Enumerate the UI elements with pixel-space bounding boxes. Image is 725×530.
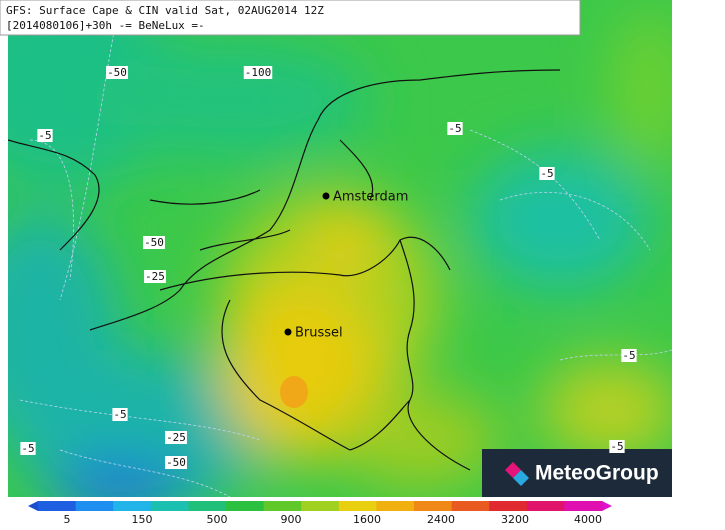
contour-label: -5	[610, 440, 623, 453]
city-label: Brussel	[295, 326, 343, 341]
colorbar-tick-label: 3200	[501, 513, 529, 526]
contour-label: -50	[107, 66, 127, 79]
colorbar-tick-label: 4000	[574, 513, 602, 526]
contour-label: -25	[145, 270, 165, 283]
contour-label-bg	[112, 408, 128, 421]
colorbar-segment	[301, 501, 340, 511]
contour-label-bg	[609, 440, 625, 453]
colorbar-tick-label: 1600	[353, 513, 381, 526]
logo-box: MeteoGroup	[482, 449, 672, 497]
colorbar-segment	[38, 501, 77, 511]
contour-label: -5	[113, 408, 126, 421]
colorbar-segment	[113, 501, 152, 511]
contour-label-bg	[20, 442, 36, 455]
contour-label: -50	[144, 236, 164, 249]
contour-label: -25	[166, 431, 186, 444]
contour-label-bg	[165, 456, 187, 469]
contour-label-bg	[37, 129, 53, 142]
city-dot	[322, 192, 330, 200]
logo-text: MeteoGroup	[535, 462, 659, 485]
colorbar-tick-label: 2400	[427, 513, 455, 526]
contour-label-bg	[144, 270, 166, 283]
header-line: [2014080106]+30h -= BeNeLux =-	[6, 19, 205, 32]
contour-label-bg	[539, 167, 555, 180]
header-line: GFS: Surface Cape & CIN valid Sat, 02AUG…	[6, 4, 324, 17]
contour-label: -5	[448, 122, 461, 135]
contour-label-bg	[621, 349, 637, 362]
colorbar-tick-label: 900	[281, 513, 302, 526]
city-dot	[284, 328, 292, 336]
colorbar-segment	[338, 501, 377, 511]
colorbar-segment	[564, 501, 603, 511]
colorbar-segment	[226, 501, 265, 511]
contour-label-bg	[143, 236, 165, 249]
colorbar-segment	[489, 501, 528, 511]
contour-label: -5	[540, 167, 553, 180]
colorbar-segment	[188, 501, 227, 511]
colorbar-segment	[150, 501, 189, 511]
colorbar-tick-label: 150	[132, 513, 153, 526]
colorbar-arrow	[602, 501, 612, 511]
contour-label: -100	[245, 66, 272, 79]
colorbar-segment	[263, 501, 302, 511]
colorbar-tick-label: 5	[64, 513, 71, 526]
contour-label-bg	[165, 431, 187, 444]
overlay: -50 -100 -5 -5 -5 -50 -25 -5 -5 -25 -50 -5 -5 Amsterd…	[20, 66, 637, 526]
city-label: Amsterdam	[333, 190, 408, 205]
header-box	[0, 0, 581, 36]
colorbar-arrow	[28, 501, 38, 511]
contour-label: -5	[622, 349, 635, 362]
contour-label: -5	[21, 442, 34, 455]
colorbar-segment	[451, 501, 490, 511]
map-field	[8, 0, 672, 497]
colorbar-segment	[526, 501, 565, 511]
contour-label-bg	[243, 66, 273, 79]
colorbar-tick-label: 500	[207, 513, 228, 526]
colorbar-segment	[75, 501, 114, 511]
colorbar-segment	[414, 501, 453, 511]
colorbar-segment	[376, 501, 415, 511]
contour-label-bg	[106, 66, 128, 79]
contour-label-bg	[447, 122, 463, 135]
contour-label: -5	[38, 129, 51, 142]
contour-label: -50	[166, 456, 186, 469]
